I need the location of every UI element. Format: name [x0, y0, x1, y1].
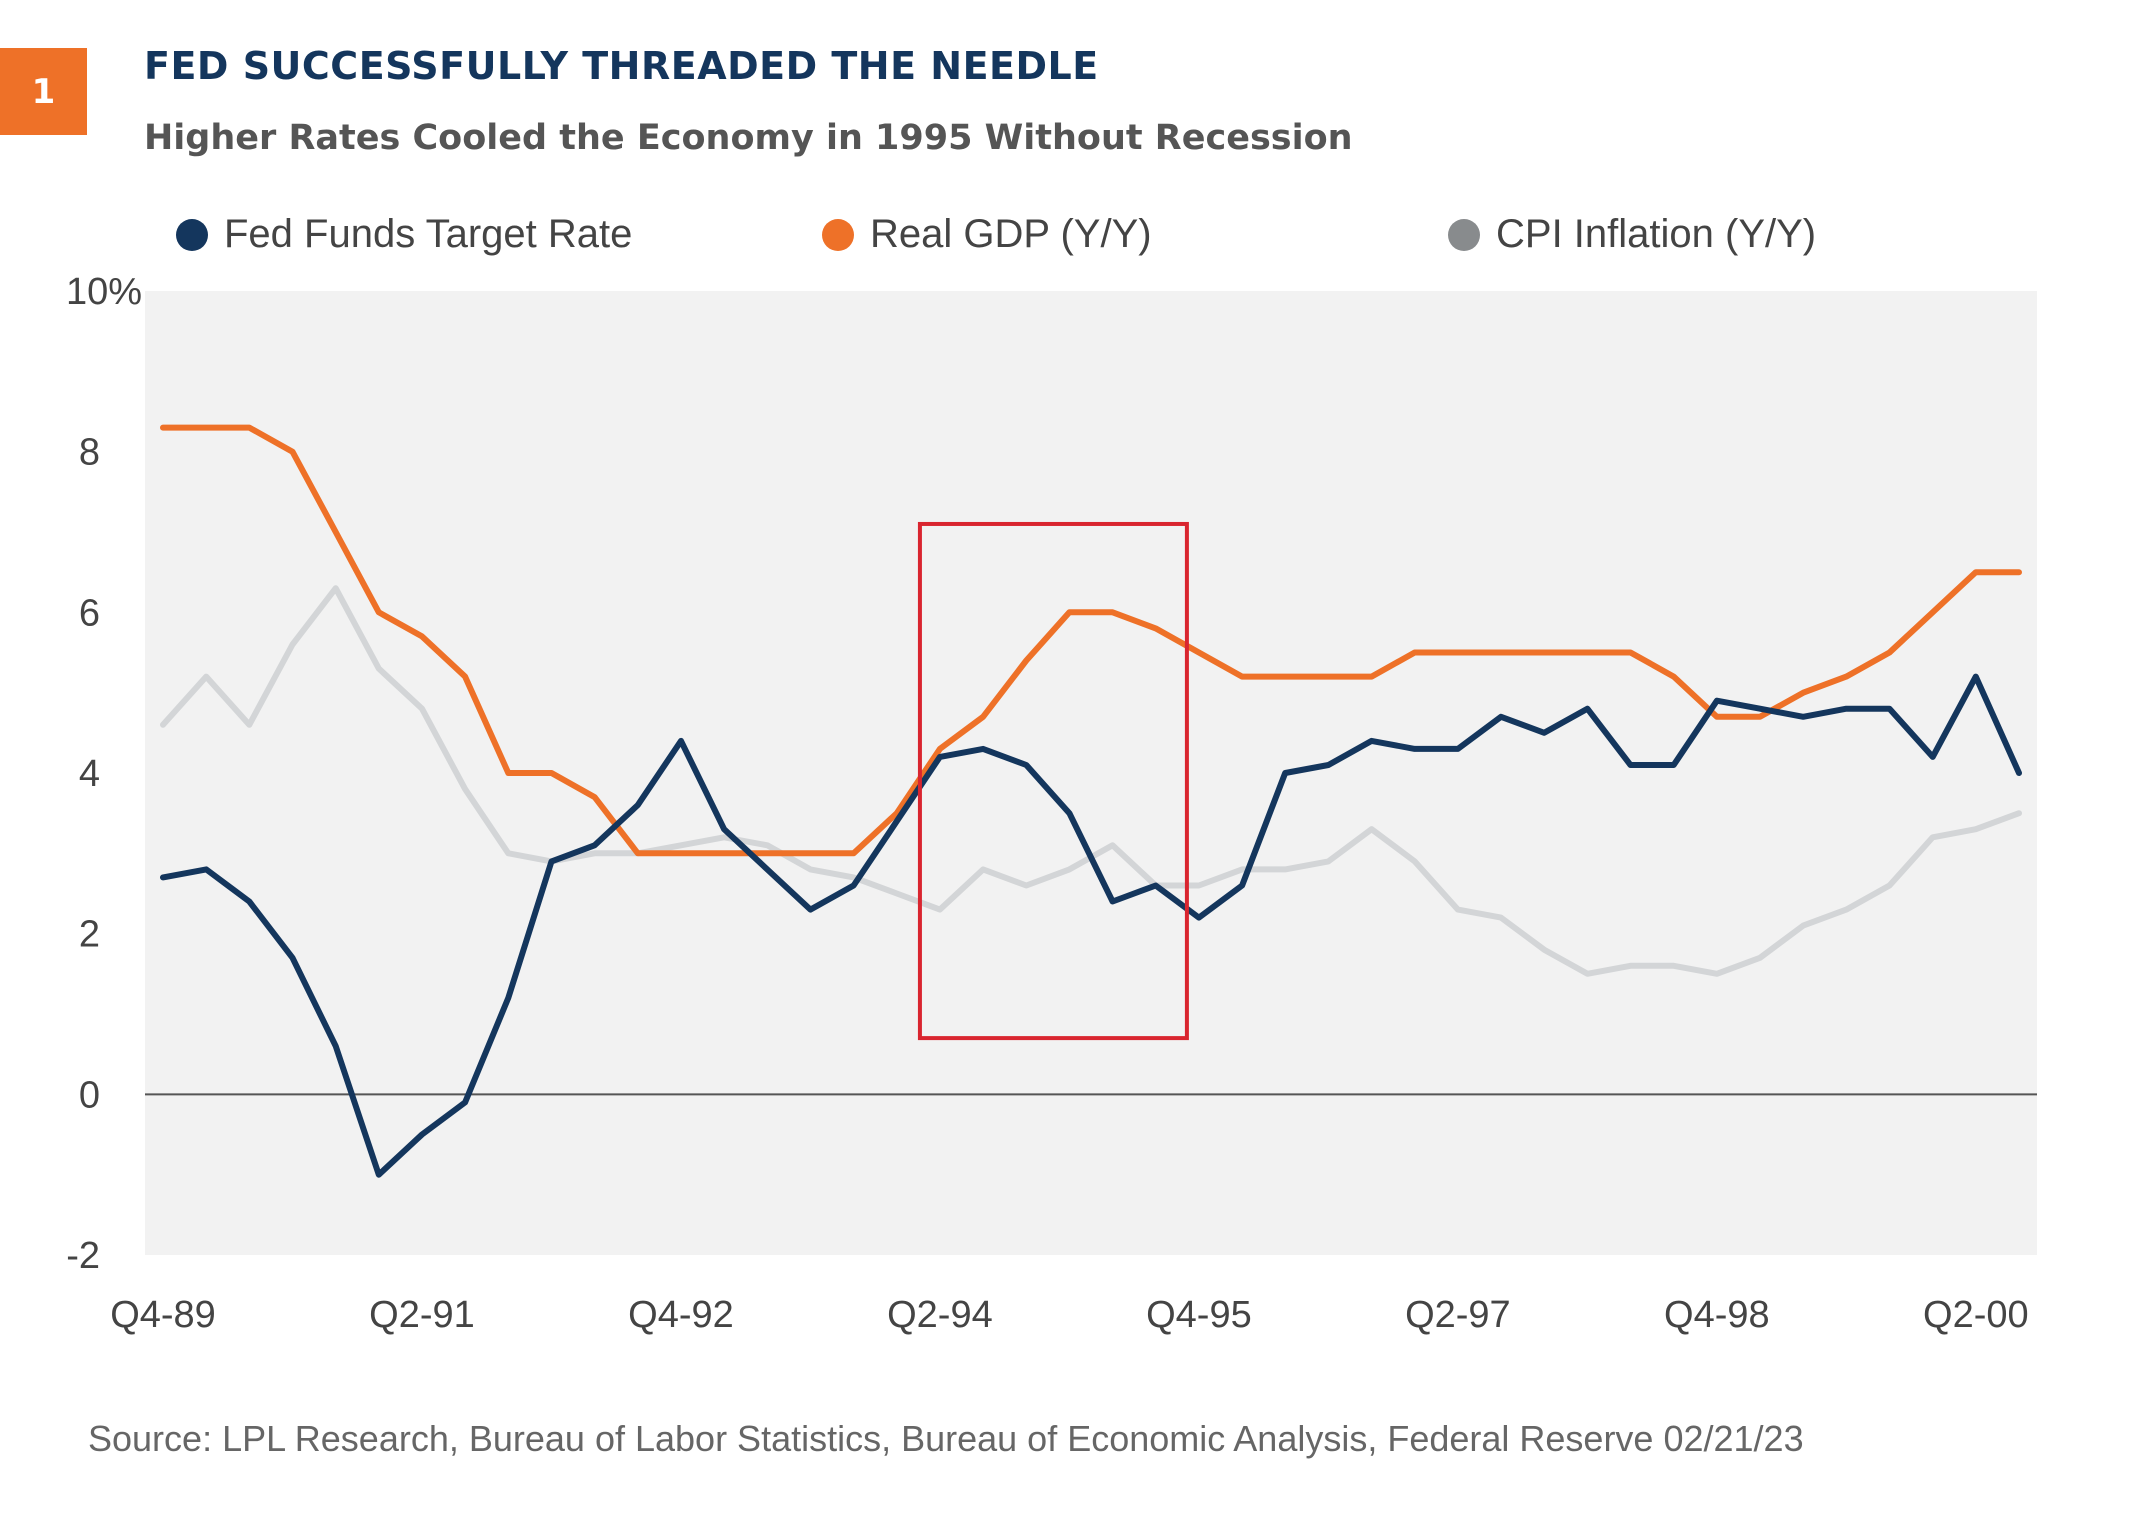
legend-dot-real-gdp [822, 218, 854, 251]
legend-dot-fed-funds [176, 218, 208, 251]
x-tick-label: Q2-97 [1405, 1294, 1511, 1336]
legend-item-real-gdp: Real GDP (Y/Y) [822, 212, 1152, 257]
figure-number-badge: 1 [0, 48, 87, 135]
series-lines [160, 424, 2022, 1178]
chart-subtitle: Higher Rates Cooled the Economy in 1995 … [144, 118, 1353, 158]
y-tick-label: 0 [79, 1074, 100, 1116]
legend-item-cpi: CPI Inflation (Y/Y) [1448, 212, 1816, 257]
legend-dot-cpi [1448, 218, 1480, 251]
x-tick-label: Q4-92 [628, 1294, 734, 1336]
highlight-box-1995 [917, 521, 1189, 1041]
x-axis-ticks: Q4-89 Q2-91 Q4-92 Q2-94 Q4-95 Q2-97 Q4-98 Q2-00 [110, 1294, 2028, 1336]
x-tick-label: Q4-89 [110, 1294, 216, 1336]
series-line-fed-funds-target-rate [160, 673, 2022, 1178]
plot-area-background [145, 291, 2037, 1255]
legend-label-cpi: CPI Inflation (Y/Y) [1496, 212, 1817, 256]
legend-item-fed-funds: Fed Funds Target Rate [176, 212, 632, 257]
y-tick-label: 8 [79, 432, 100, 474]
source-note: Source: LPL Research, Bureau of Labor St… [88, 1418, 1804, 1459]
y-tick-label: -2 [66, 1235, 100, 1277]
y-axis-ticks: -2 0 2 4 6 8 10% [66, 271, 142, 1277]
chart-legend: Fed Funds Target Rate Real GDP (Y/Y) CPI… [0, 212, 2131, 268]
y-tick-label: 4 [79, 753, 100, 795]
x-tick-label: Q2-00 [1923, 1294, 2029, 1336]
legend-label-fed-funds: Fed Funds Target Rate [224, 212, 633, 256]
x-tick-label: Q4-98 [1664, 1294, 1770, 1336]
chart-title: FED SUCCESSFULLY THREADED THE NEEDLE [144, 44, 1099, 88]
y-tick-label: 2 [79, 914, 100, 956]
y-tick-label: 10% [66, 271, 142, 313]
x-tick-label: Q2-91 [369, 1294, 475, 1336]
y-tick-label: 6 [79, 592, 100, 634]
x-tick-label: Q4-95 [1146, 1294, 1252, 1336]
x-tick-label: Q2-94 [887, 1294, 993, 1336]
legend-label-real-gdp: Real GDP (Y/Y) [870, 212, 1152, 256]
